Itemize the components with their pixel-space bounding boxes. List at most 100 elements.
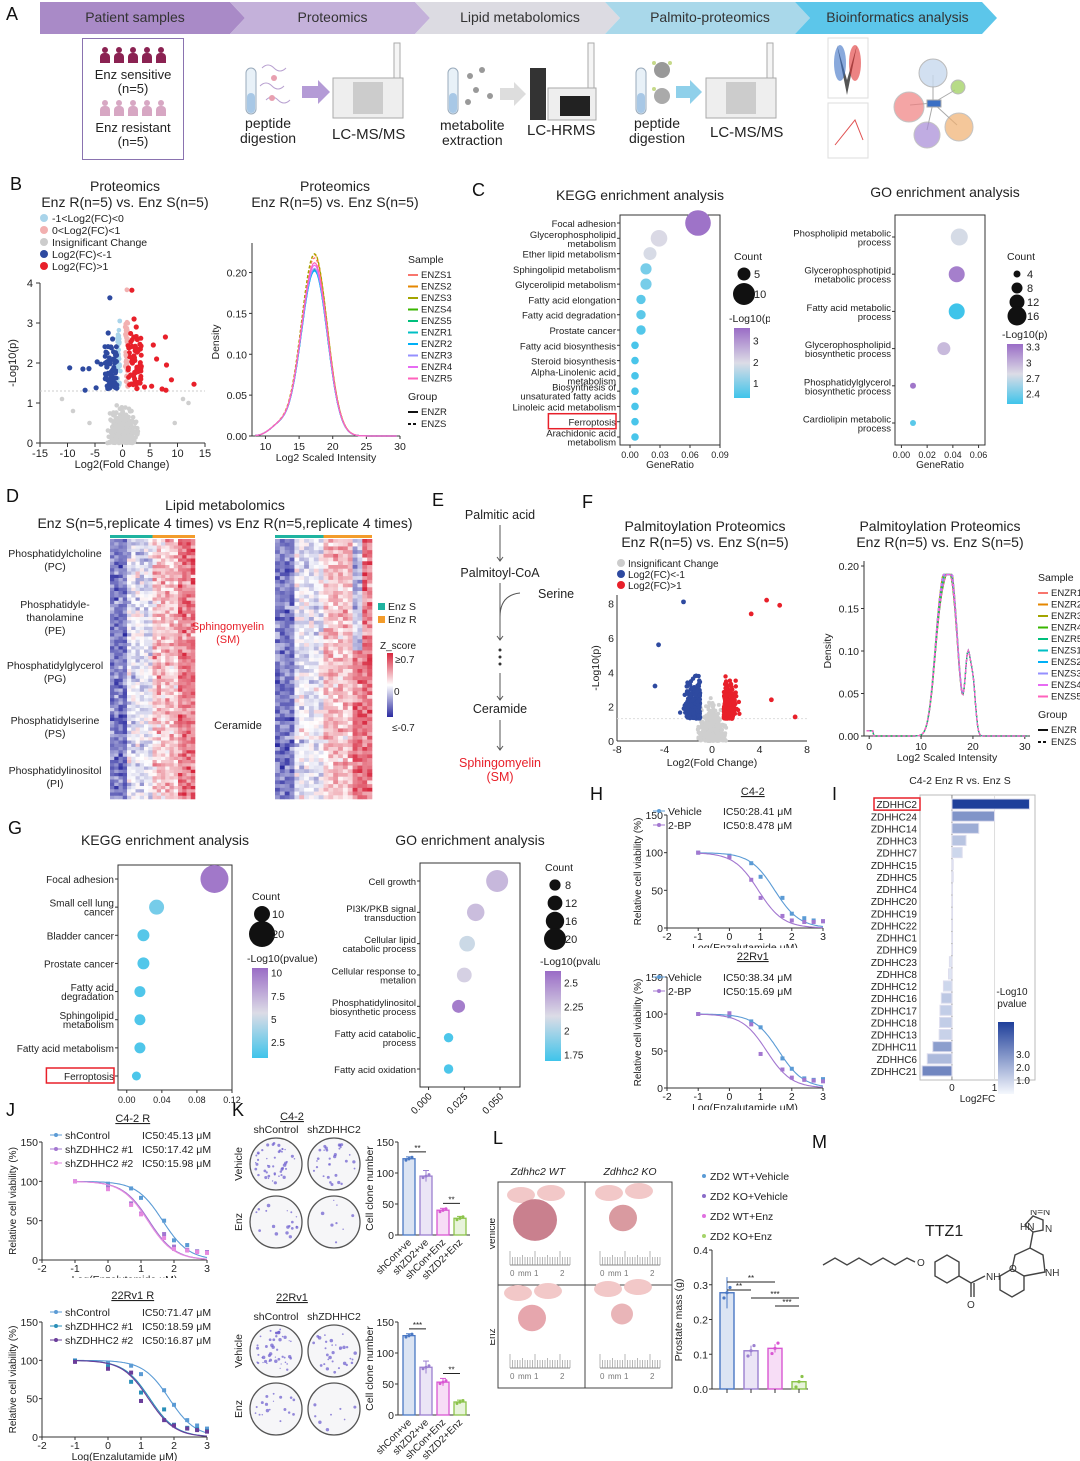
heatmap-cell (110, 766, 115, 771)
heatmap-cell (367, 750, 373, 755)
panel-label-C: C (472, 180, 485, 200)
heatmap-cell (165, 734, 170, 738)
heatmap-cell (279, 613, 285, 618)
heatmap-cell (139, 617, 145, 621)
heatmap-cell (161, 552, 166, 556)
legend-label: ENZS1 (421, 270, 452, 281)
heatmap-cell (131, 545, 136, 550)
heatmap-cell (304, 561, 310, 566)
data-point (186, 400, 191, 406)
heatmap-cell (289, 676, 295, 681)
heatmap-cell (186, 597, 192, 602)
heatmap-cell (135, 620, 141, 624)
heatmap-cell (156, 626, 162, 631)
heatmap-cell (144, 695, 149, 699)
heatmap-cell (279, 553, 285, 558)
heatmap-cell (148, 610, 153, 615)
heatmap-cell (328, 635, 334, 640)
heatmap-cell (186, 727, 192, 732)
category-label: Prostate cancer (549, 326, 616, 337)
heatmap-cell (148, 620, 153, 624)
heatmap-cell (110, 630, 115, 634)
heatmap-cell (144, 675, 149, 680)
heatmap-cell (362, 565, 368, 570)
heatmap-cell (131, 711, 136, 715)
heatmap-cell (122, 636, 128, 641)
heatmap-cell (347, 609, 353, 614)
heatmap-cell (299, 773, 305, 778)
heatmap-cell (342, 672, 349, 677)
heatmap-cell (178, 548, 183, 553)
heatmap-cell (289, 750, 295, 755)
heatmap-cell (313, 754, 319, 759)
heatmap-cell (122, 552, 128, 556)
heatmap-cell (169, 626, 175, 631)
heatmap-cell (318, 676, 324, 681)
heatmap-cell (139, 545, 145, 550)
volcano-plot-F: Insignificant ChangeLog2(FC)<-1Log2(FC)>… (590, 559, 810, 769)
heatmap-cell (110, 776, 115, 780)
heatmap-cell (323, 735, 329, 740)
heatmap-cell (122, 617, 128, 621)
heatmap-cell (165, 721, 170, 725)
heatmap-cell (313, 732, 319, 737)
heatmap-cell (299, 698, 305, 703)
heatmap-cell (357, 713, 363, 718)
data-point (133, 419, 139, 425)
heatmap-cell (338, 565, 344, 570)
heatmap-cell (118, 555, 124, 559)
heatmap-cell (144, 607, 149, 611)
heatmap-cell (110, 636, 115, 641)
heatmap-cell (367, 680, 373, 685)
heatmap-cell (131, 678, 136, 683)
heatmap-cell (333, 669, 339, 674)
heatmap-cell (338, 643, 344, 648)
heatmap-cell (338, 661, 344, 666)
heatmap-cell (362, 635, 368, 640)
heatmap-cell (318, 702, 324, 707)
heatmap-cell (148, 669, 153, 673)
heatmap-cell (186, 626, 192, 631)
heatmap-cell (127, 636, 132, 641)
heatmap-cell (313, 620, 319, 625)
heatmap-cell (110, 740, 115, 745)
heatmap-cell (165, 724, 170, 728)
heatmap-cell (328, 773, 334, 778)
heatmap-cell (131, 565, 136, 569)
heatmap-cell (362, 602, 368, 607)
heatmap-cell (173, 678, 179, 683)
heatmap-cell (110, 568, 115, 572)
heatmap-cell (357, 761, 363, 766)
heatmap-cell (122, 730, 128, 735)
heatmap-cell (139, 552, 145, 556)
heatmap-cell (144, 727, 149, 732)
heatmap-cell (299, 780, 305, 785)
heatmap-cell (114, 682, 119, 686)
heatmap-cell (144, 734, 149, 738)
heatmap-cell (148, 626, 153, 631)
heatmap-cell (182, 756, 187, 761)
heatmap-cell (328, 680, 334, 685)
heatmap-cell (323, 561, 329, 566)
heatmap-cell (347, 568, 353, 573)
data-point (131, 316, 137, 322)
heatmap-cell (161, 743, 166, 748)
heatmap-cell (173, 717, 179, 722)
heatmap-cell (284, 676, 290, 681)
heatmap-cell (169, 604, 175, 608)
heatmap-cell (173, 584, 179, 589)
heatmap-cell (152, 656, 158, 660)
heatmap-cell (122, 779, 128, 784)
heatmap-cell (342, 631, 349, 636)
ellipsis-dot (498, 655, 502, 659)
heatmap-cell (156, 734, 162, 738)
heatmap-cell (313, 583, 319, 588)
heatmap-cell (182, 685, 187, 689)
heatmap-cell (182, 669, 187, 673)
heatmap-cell (135, 649, 141, 654)
heatmap-cell (122, 565, 128, 569)
heatmap-cell (328, 602, 334, 607)
heatmap-cell (178, 617, 183, 621)
heatmap-cell (114, 792, 119, 797)
row-group-label: (PC) (44, 561, 66, 573)
